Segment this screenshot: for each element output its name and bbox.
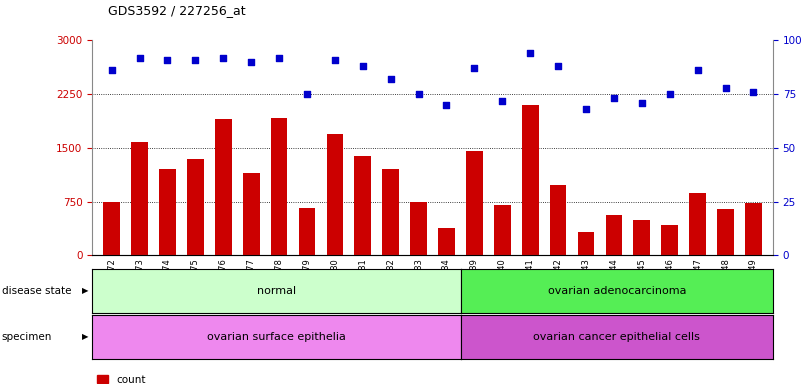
- Point: [663, 91, 676, 97]
- Bar: [689, 193, 706, 255]
- Point: [189, 56, 202, 63]
- Point: [384, 76, 397, 82]
- Point: [133, 55, 146, 61]
- Bar: [549, 185, 566, 255]
- Point: [272, 55, 285, 61]
- Bar: [662, 225, 678, 255]
- Point: [245, 59, 258, 65]
- Bar: [159, 169, 176, 255]
- Point: [719, 84, 732, 91]
- Bar: [745, 203, 762, 255]
- Point: [496, 98, 509, 104]
- Point: [524, 50, 537, 56]
- Bar: [438, 228, 455, 255]
- Text: ovarian surface epithelia: ovarian surface epithelia: [207, 332, 346, 342]
- Point: [300, 91, 313, 97]
- Point: [161, 56, 174, 63]
- Bar: [717, 209, 734, 255]
- Bar: [187, 159, 203, 255]
- Bar: [103, 202, 120, 255]
- Point: [413, 91, 425, 97]
- Text: ovarian cancer epithelial cells: ovarian cancer epithelial cells: [533, 332, 700, 342]
- Bar: [215, 119, 231, 255]
- Point: [552, 63, 565, 69]
- Bar: [299, 208, 316, 255]
- Bar: [521, 105, 538, 255]
- Text: GDS3592 / 227256_at: GDS3592 / 227256_at: [108, 4, 246, 17]
- Bar: [271, 118, 288, 255]
- Point: [607, 95, 620, 101]
- Bar: [466, 151, 483, 255]
- Bar: [578, 232, 594, 255]
- Text: specimen: specimen: [2, 332, 52, 342]
- Bar: [131, 142, 148, 255]
- Point: [468, 65, 481, 71]
- Text: ovarian adenocarcinoma: ovarian adenocarcinoma: [548, 286, 686, 296]
- Bar: [634, 220, 650, 255]
- Point: [105, 67, 118, 73]
- Text: disease state: disease state: [2, 286, 71, 296]
- Point: [217, 55, 230, 61]
- Bar: [382, 169, 399, 255]
- Bar: [327, 134, 344, 255]
- Bar: [410, 202, 427, 255]
- Point: [356, 63, 369, 69]
- Point: [440, 102, 453, 108]
- Point: [328, 56, 341, 63]
- Legend: count, percentile rank within the sample: count, percentile rank within the sample: [98, 375, 292, 384]
- Text: ▶: ▶: [82, 286, 88, 295]
- Text: normal: normal: [257, 286, 296, 296]
- Bar: [243, 173, 260, 255]
- Point: [691, 67, 704, 73]
- Bar: [606, 215, 622, 255]
- Point: [580, 106, 593, 112]
- Point: [747, 89, 760, 95]
- Point: [635, 99, 648, 106]
- Bar: [494, 205, 511, 255]
- Bar: [354, 156, 371, 255]
- Text: ▶: ▶: [82, 333, 88, 341]
